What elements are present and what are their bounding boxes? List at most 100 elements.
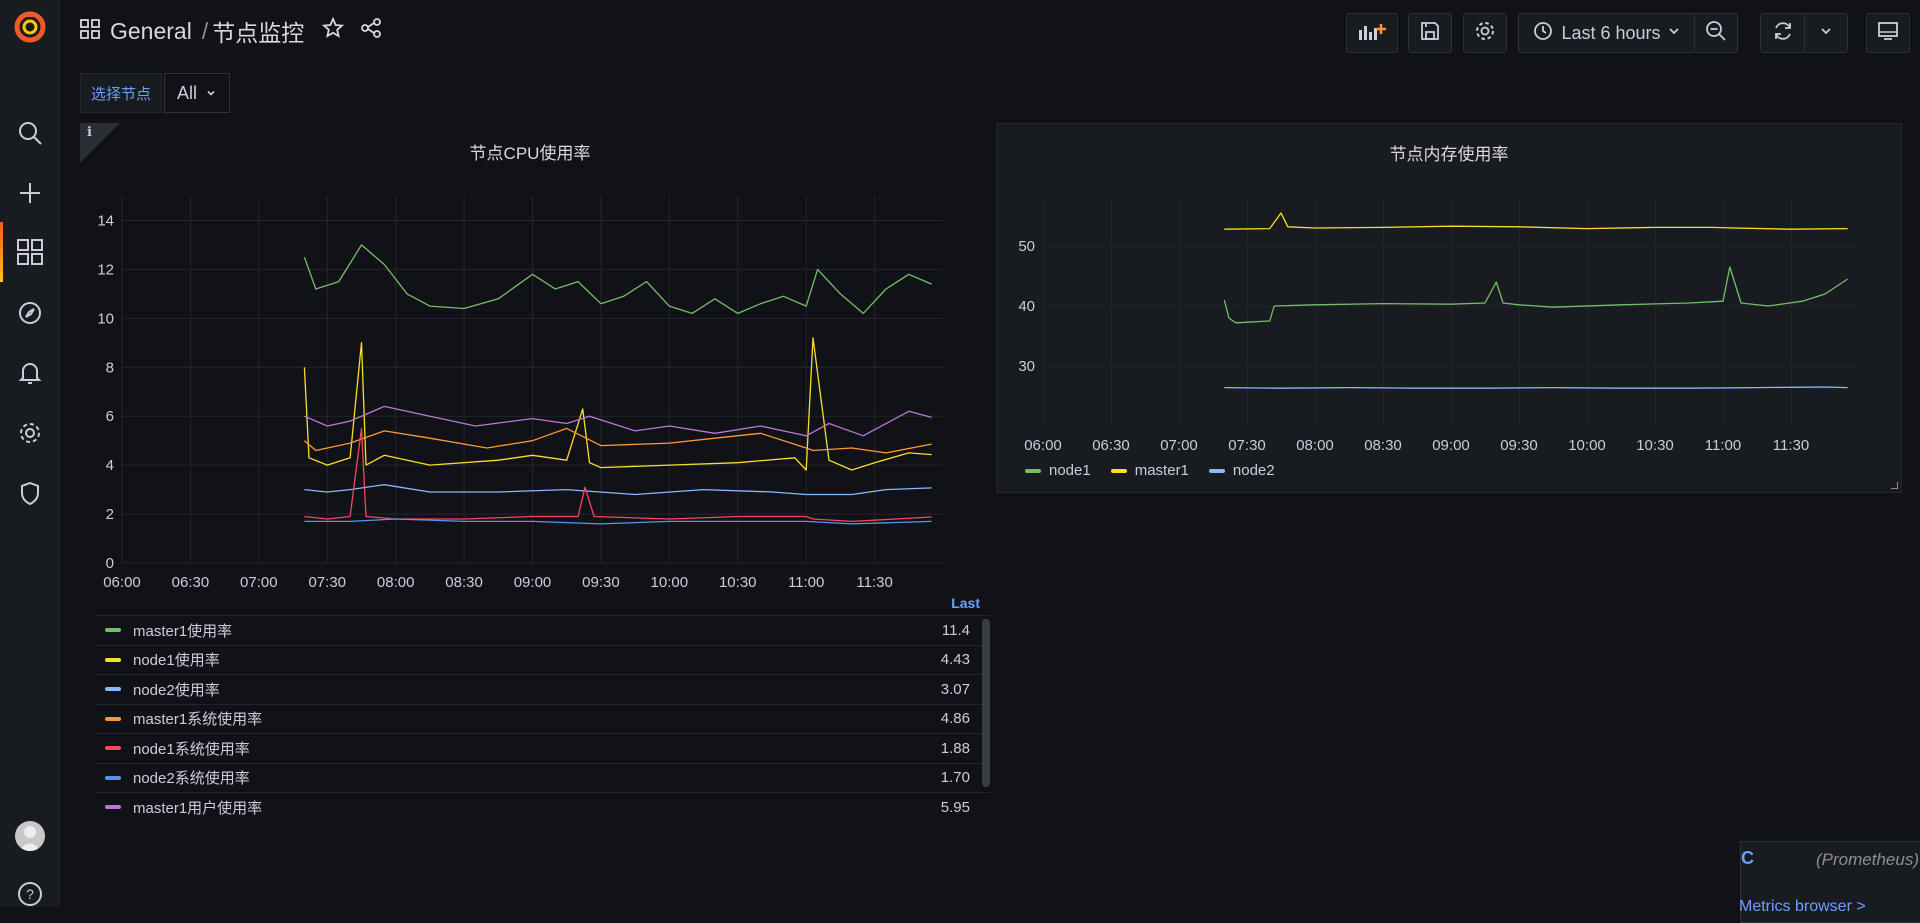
legend-series-name: node2 — [1232, 462, 1275, 479]
legend-item[interactable]: node2 — [1208, 462, 1275, 479]
svg-text:?: ? — [26, 886, 34, 902]
dashboard-settings-button[interactable] — [1463, 13, 1507, 53]
metrics-browser-link[interactable]: Metrics browser > — [1739, 898, 1866, 915]
series-line — [304, 484, 932, 496]
legend-item[interactable]: master1 — [1110, 462, 1189, 479]
series-line — [1224, 386, 1848, 389]
gear-icon[interactable] — [14, 417, 46, 449]
variable-label: 选择节点 — [80, 73, 163, 113]
y-tick-label: 4 — [106, 457, 114, 474]
query-ref-id[interactable]: C — [1741, 848, 1754, 868]
memory-legend: node1 master1 node2 — [1025, 462, 1275, 479]
x-tick-label: 09:30 — [582, 574, 620, 591]
x-tick-label: 06:00 — [103, 574, 141, 591]
series-line — [304, 427, 932, 523]
legend-last-value: 5.95 — [940, 798, 970, 816]
legend-scrollbar[interactable] — [982, 619, 990, 787]
panel-resize-handle[interactable] — [1891, 482, 1898, 489]
cpu-usage-chart[interactable]: 0 2 4 6 8 10 12 14 06:00 06:30 07:00 07:30 08:00 08:3… — [80, 123, 980, 593]
refresh-button[interactable] — [1760, 13, 1806, 53]
side-nav: ? — [0, 0, 60, 907]
legend-swatch[interactable] — [105, 775, 121, 780]
compass-icon[interactable] — [14, 297, 46, 329]
legend-swatch — [1110, 468, 1127, 473]
legend-header-last[interactable]: Last — [951, 595, 980, 611]
x-tick-label: 10:30 — [719, 574, 757, 591]
avatar[interactable] — [15, 821, 45, 851]
legend-last-value: 4.86 — [940, 710, 970, 728]
x-tick-label: 10:00 — [1568, 437, 1606, 454]
legend-swatch[interactable] — [105, 687, 121, 692]
legend-series-name[interactable]: node1使用率 — [133, 652, 220, 670]
legend-row[interactable]: master1系统使用率 4.86 — [95, 703, 990, 734]
dashboards-icon[interactable] — [14, 236, 46, 268]
legend-series-name[interactable]: master1使用率 — [133, 622, 233, 640]
search-icon[interactable] — [14, 117, 46, 149]
cpu-usage-panel: i 节点CPU使用率 0 2 4 6 8 10 12 14 06:00 06:30 07:00 07:… — [80, 123, 990, 823]
chevron-down-icon — [205, 83, 217, 104]
legend-row[interactable]: node2使用率 3.07 — [95, 674, 990, 704]
x-tick-label: 08:30 — [445, 574, 483, 591]
series-line — [1224, 212, 1848, 230]
x-tick-label: 11:30 — [1773, 437, 1809, 454]
legend-swatch[interactable] — [105, 716, 121, 721]
legend-swatch[interactable] — [105, 657, 121, 662]
add-panel-button[interactable] — [1346, 13, 1398, 53]
legend-series-name[interactable]: master1用户使用率 — [133, 799, 263, 817]
legend-series-name[interactable]: node2系统使用率 — [133, 770, 250, 788]
y-tick-label: 10 — [97, 310, 114, 327]
legend-item[interactable]: node1 — [1025, 462, 1091, 479]
help-icon[interactable]: ? — [14, 878, 46, 910]
x-tick-label: 11:30 — [856, 574, 892, 591]
info-icon: i — [87, 125, 92, 140]
x-tick-label: 07:30 — [1228, 437, 1266, 454]
share-icon[interactable] — [360, 17, 382, 45]
legend-row[interactable]: master1使用率 11.4 — [95, 615, 990, 645]
legend-last-value: 4.43 — [940, 651, 970, 669]
plus-icon[interactable] — [14, 177, 46, 209]
x-tick-label: 06:30 — [172, 574, 210, 591]
star-icon[interactable] — [322, 16, 345, 45]
chevron-down-icon — [1819, 24, 1833, 43]
legend-series-name[interactable]: node2使用率 — [133, 681, 220, 699]
legend-series-name[interactable]: master1系统使用率 — [133, 711, 263, 729]
save-icon — [1420, 21, 1440, 46]
legend-row[interactable]: master1用户使用率 5.95 — [95, 792, 990, 822]
legend-swatch[interactable] — [105, 805, 121, 810]
x-tick-label: 06:30 — [1092, 437, 1130, 454]
memory-usage-chart[interactable]: 30 40 50 06:00 06:30 07:00 07:30 08:00 08:30 09:0… — [997, 124, 1901, 454]
save-dashboard-button[interactable] — [1408, 13, 1452, 53]
legend-series-name[interactable]: node1系统使用率 — [133, 740, 250, 758]
shield-icon[interactable] — [14, 477, 46, 509]
panel-title[interactable]: 节点内存使用率 — [1389, 145, 1509, 164]
y-tick-label: 40 — [1018, 298, 1035, 315]
legend-row[interactable]: node1使用率 4.43 — [95, 644, 990, 675]
legend-swatch[interactable] — [105, 628, 121, 633]
bell-icon[interactable] — [14, 357, 46, 389]
x-tick-label: 07:00 — [1160, 437, 1198, 454]
node-variable-select[interactable]: All — [164, 73, 231, 113]
panel-title[interactable]: 节点CPU使用率 — [469, 144, 591, 163]
chevron-down-icon — [1667, 24, 1681, 43]
y-tick-label: 0 — [106, 555, 114, 572]
dashboard-title[interactable]: 节点监控 — [212, 20, 305, 46]
template-variables: 选择节点 All — [80, 73, 231, 113]
folder-link[interactable]: General — [110, 17, 192, 44]
x-tick-label: 08:00 — [1296, 437, 1334, 454]
datasource-hint: (Prometheus) — [1816, 850, 1919, 869]
clock-icon — [1533, 21, 1553, 46]
grafana-logo[interactable] — [12, 9, 48, 45]
legend-row[interactable]: node1系统使用率 1.88 — [95, 733, 990, 763]
legend-swatch[interactable] — [105, 746, 121, 751]
legend-last-value: 1.70 — [940, 769, 970, 787]
time-picker-button[interactable]: Last 6 hours — [1518, 13, 1696, 53]
legend-row[interactable]: node2系统使用率 1.70 — [95, 762, 990, 793]
zoom-out-button[interactable] — [1694, 13, 1738, 53]
series-line — [303, 337, 932, 471]
panel-info-corner[interactable] — [80, 123, 120, 163]
breadcrumb: General / 节点监控 — [80, 14, 382, 48]
refresh-interval-dropdown[interactable] — [1804, 13, 1848, 53]
x-tick-label: 07:30 — [308, 574, 346, 591]
tv-mode-button[interactable] — [1866, 13, 1910, 53]
zoom-out-icon — [1705, 20, 1727, 47]
